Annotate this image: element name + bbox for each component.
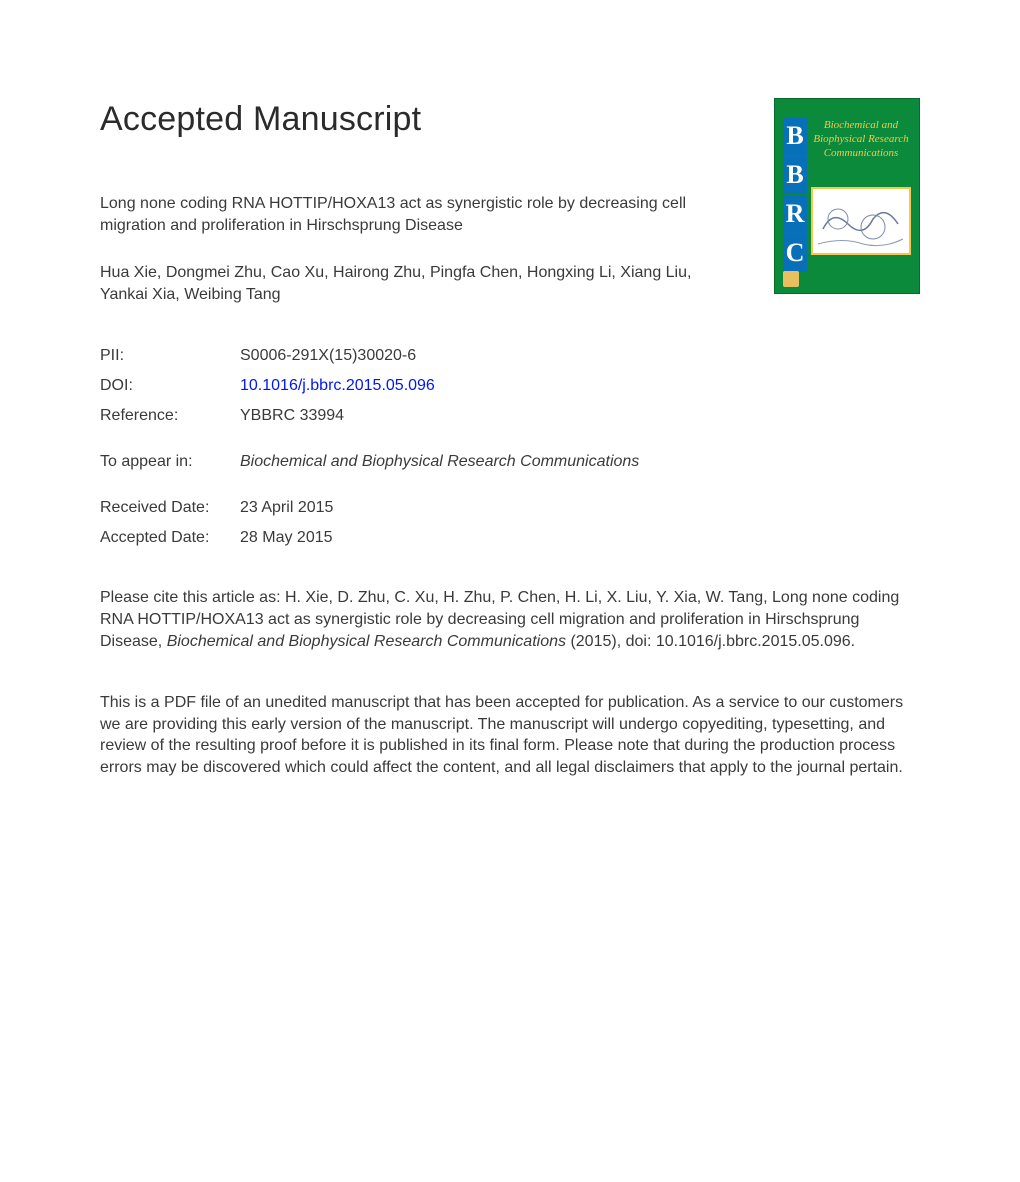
- meta-row-pii: PII: S0006-291X(15)30020-6: [100, 347, 920, 365]
- appear-in-block: To appear in: Biochemical and Biophysica…: [100, 453, 920, 471]
- citation-text: Please cite this article as: H. Xie, D. …: [100, 587, 920, 652]
- cover-letter: B: [783, 117, 807, 155]
- meta-value-received: 23 April 2015: [240, 499, 333, 517]
- meta-row-appear: To appear in: Biochemical and Biophysica…: [100, 453, 920, 471]
- cover-journal-name: Biochemical and Biophysical Research Com…: [811, 119, 911, 160]
- meta-row-received: Received Date: 23 April 2015: [100, 499, 920, 517]
- doi-link[interactable]: 10.1016/j.bbrc.2015.05.096: [240, 377, 435, 395]
- journal-cover-thumbnail: B B R C Biochemical and Biophysical Rese…: [774, 98, 920, 294]
- manuscript-page: B B R C Biochemical and Biophysical Rese…: [0, 0, 1020, 1182]
- meta-value-pii: S0006-291X(15)30020-6: [240, 347, 416, 365]
- citation-journal: Biochemical and Biophysical Research Com…: [167, 633, 566, 650]
- meta-label: Accepted Date:: [100, 529, 240, 547]
- meta-value-journal: Biochemical and Biophysical Research Com…: [240, 453, 639, 471]
- cover-letter: C: [783, 234, 807, 272]
- cover-letter: R: [783, 195, 807, 233]
- meta-label: DOI:: [100, 377, 240, 395]
- meta-row-doi: DOI: 10.1016/j.bbrc.2015.05.096: [100, 377, 920, 395]
- meta-row-accepted: Accepted Date: 28 May 2015: [100, 529, 920, 547]
- article-title: Long none coding RNA HOTTIP/HOXA13 act a…: [100, 193, 740, 236]
- meta-row-reference: Reference: YBBRC 33994: [100, 407, 920, 425]
- cover-artwork: [811, 187, 911, 255]
- author-list: Hua Xie, Dongmei Zhu, Cao Xu, Hairong Zh…: [100, 262, 740, 305]
- meta-value-accepted: 28 May 2015: [240, 529, 333, 547]
- metadata-table: PII: S0006-291X(15)30020-6 DOI: 10.1016/…: [100, 347, 920, 425]
- cover-acronym: B B R C: [783, 117, 807, 272]
- meta-label: Received Date:: [100, 499, 240, 517]
- cover-letter: B: [783, 156, 807, 194]
- meta-value-reference: YBBRC 33994: [240, 407, 344, 425]
- disclaimer-text: This is a PDF file of an unedited manusc…: [100, 692, 920, 778]
- meta-label: To appear in:: [100, 453, 240, 471]
- dates-block: Received Date: 23 April 2015 Accepted Da…: [100, 499, 920, 547]
- citation-suffix: (2015), doi: 10.1016/j.bbrc.2015.05.096.: [566, 633, 855, 650]
- elsevier-logo-icon: [783, 271, 799, 287]
- meta-label: Reference:: [100, 407, 240, 425]
- meta-label: PII:: [100, 347, 240, 365]
